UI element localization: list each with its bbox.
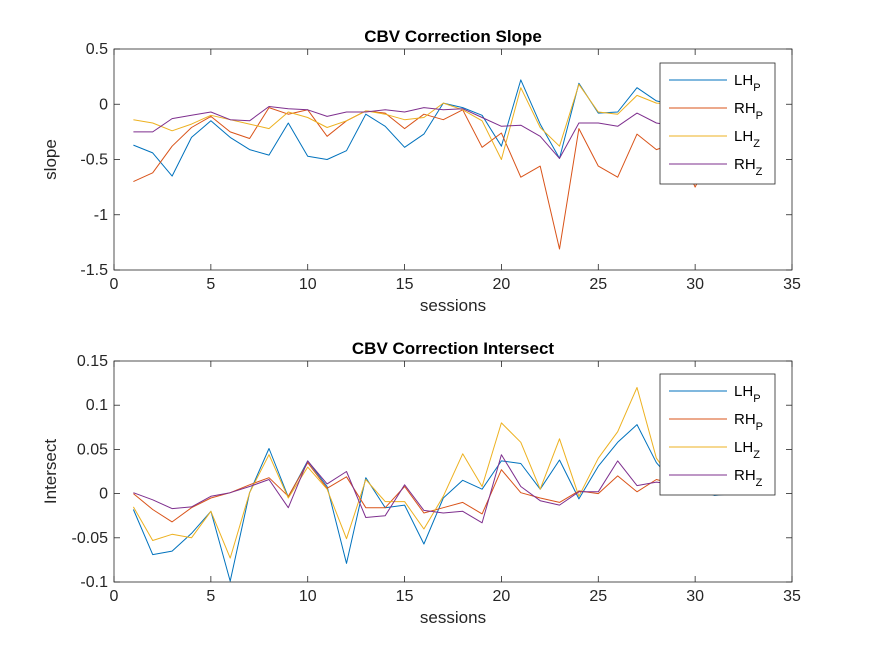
legend-label-main: LH xyxy=(734,72,753,89)
series-line-lh-z xyxy=(132,387,734,559)
series-line-rh-p xyxy=(133,107,734,250)
legend-entry-lh-z: LHZ xyxy=(669,128,760,150)
legend-label-subscript: P xyxy=(753,393,760,405)
slope-subplot: 0 5 10 15 20 25 30 35 -1.5 -1 -0.5 0 0.5 CBV Correcti… xyxy=(41,27,801,315)
legend-label-subscript: P xyxy=(756,421,763,433)
legend-label-subscript: Z xyxy=(753,449,760,461)
series-line-rh-z xyxy=(133,106,734,159)
legend-label-subscript: Z xyxy=(753,138,760,150)
x-tick-label: 30 xyxy=(686,588,704,605)
legend-label: LHP xyxy=(734,383,761,405)
legend-label: LHZ xyxy=(734,128,760,150)
legend-label: RHZ xyxy=(734,467,763,489)
x-axis-label: sessions xyxy=(420,608,486,627)
legend-entry-lh-p: LHP xyxy=(669,72,761,94)
legend-label-main: LH xyxy=(734,439,753,456)
axes-box xyxy=(113,360,793,583)
legend-label-subscript: Z xyxy=(756,166,763,178)
legend-label-subscript: Z xyxy=(756,477,763,489)
legend-entry-lh-p: LHP xyxy=(669,383,761,405)
legend-label-main: RH xyxy=(734,156,756,173)
legend-label-subscript: P xyxy=(753,82,760,94)
x-tick-label: 25 xyxy=(589,276,607,293)
legend-label-main: RH xyxy=(734,100,756,117)
series-line-lh-z xyxy=(133,83,734,160)
legend-label-main: RH xyxy=(734,467,756,484)
legend-label: RHZ xyxy=(734,156,763,178)
x-tick-label: 5 xyxy=(206,588,215,605)
x-tick-label: 10 xyxy=(299,588,317,605)
x-tick-label: 20 xyxy=(493,276,511,293)
y-axis-label: Intersect xyxy=(41,439,60,504)
legend-label: LHZ xyxy=(734,439,760,461)
series-line-rh-z xyxy=(133,454,734,524)
x-tick-label: 15 xyxy=(396,588,414,605)
x-tick-label: 35 xyxy=(783,276,801,293)
y-tick-label: 0.15 xyxy=(77,353,108,370)
y-tick-label: -1 xyxy=(94,207,108,224)
series-line-lh-p xyxy=(132,424,734,582)
legend-entry-rh-p: RHP xyxy=(669,411,763,433)
x-tick-label: 20 xyxy=(493,588,511,605)
y-tick-label: 0 xyxy=(99,96,108,113)
y-tick-label: 0.1 xyxy=(86,397,108,414)
chart-title: CBV Correction Slope xyxy=(364,27,542,46)
y-tick-label: 0.5 xyxy=(86,41,108,58)
x-tick-label: 5 xyxy=(206,276,215,293)
y-tick-label: 0.05 xyxy=(77,441,108,458)
y-axis-label: slope xyxy=(41,139,60,180)
legend-label-main: RH xyxy=(734,411,756,428)
legend-label-main: LH xyxy=(734,128,753,145)
legend-label: RHP xyxy=(734,411,763,433)
chart-title: CBV Correction Intersect xyxy=(352,339,554,358)
x-axis-label: sessions xyxy=(420,296,486,315)
intersect-subplot: 0 5 10 15 20 25 30 35 -0.1 -0.05 0 0.05 0.1 0.15 CBV C… xyxy=(41,339,801,627)
y-tick-label: 0 xyxy=(99,486,108,503)
legend-label-main: LH xyxy=(734,383,753,400)
legend-label-subscript: P xyxy=(756,110,763,122)
y-tick-label: -0.1 xyxy=(80,574,108,591)
x-tick-label: 10 xyxy=(299,276,317,293)
legend-label: RHP xyxy=(734,100,763,122)
y-tick-label: -0.5 xyxy=(80,152,108,169)
legend-entry-rh-z: RHZ xyxy=(669,467,763,489)
x-tick-label: 0 xyxy=(110,276,119,293)
series-lines xyxy=(132,387,734,582)
x-tick-label: 30 xyxy=(686,276,704,293)
x-tick-label: 35 xyxy=(783,588,801,605)
legend-label: LHP xyxy=(734,72,761,94)
legend-entry-rh-p: RHP xyxy=(669,100,763,122)
legend-entry-lh-z: LHZ xyxy=(669,439,760,461)
y-tick-label: -1.5 xyxy=(80,262,108,279)
x-tick-label: 15 xyxy=(396,276,414,293)
series-line-lh-p xyxy=(133,79,734,177)
legend-entry-rh-z: RHZ xyxy=(669,156,763,178)
y-tick-label: -0.05 xyxy=(72,530,109,547)
series-lines xyxy=(133,79,734,250)
x-tick-label: 25 xyxy=(589,588,607,605)
x-tick-label: 0 xyxy=(110,588,119,605)
